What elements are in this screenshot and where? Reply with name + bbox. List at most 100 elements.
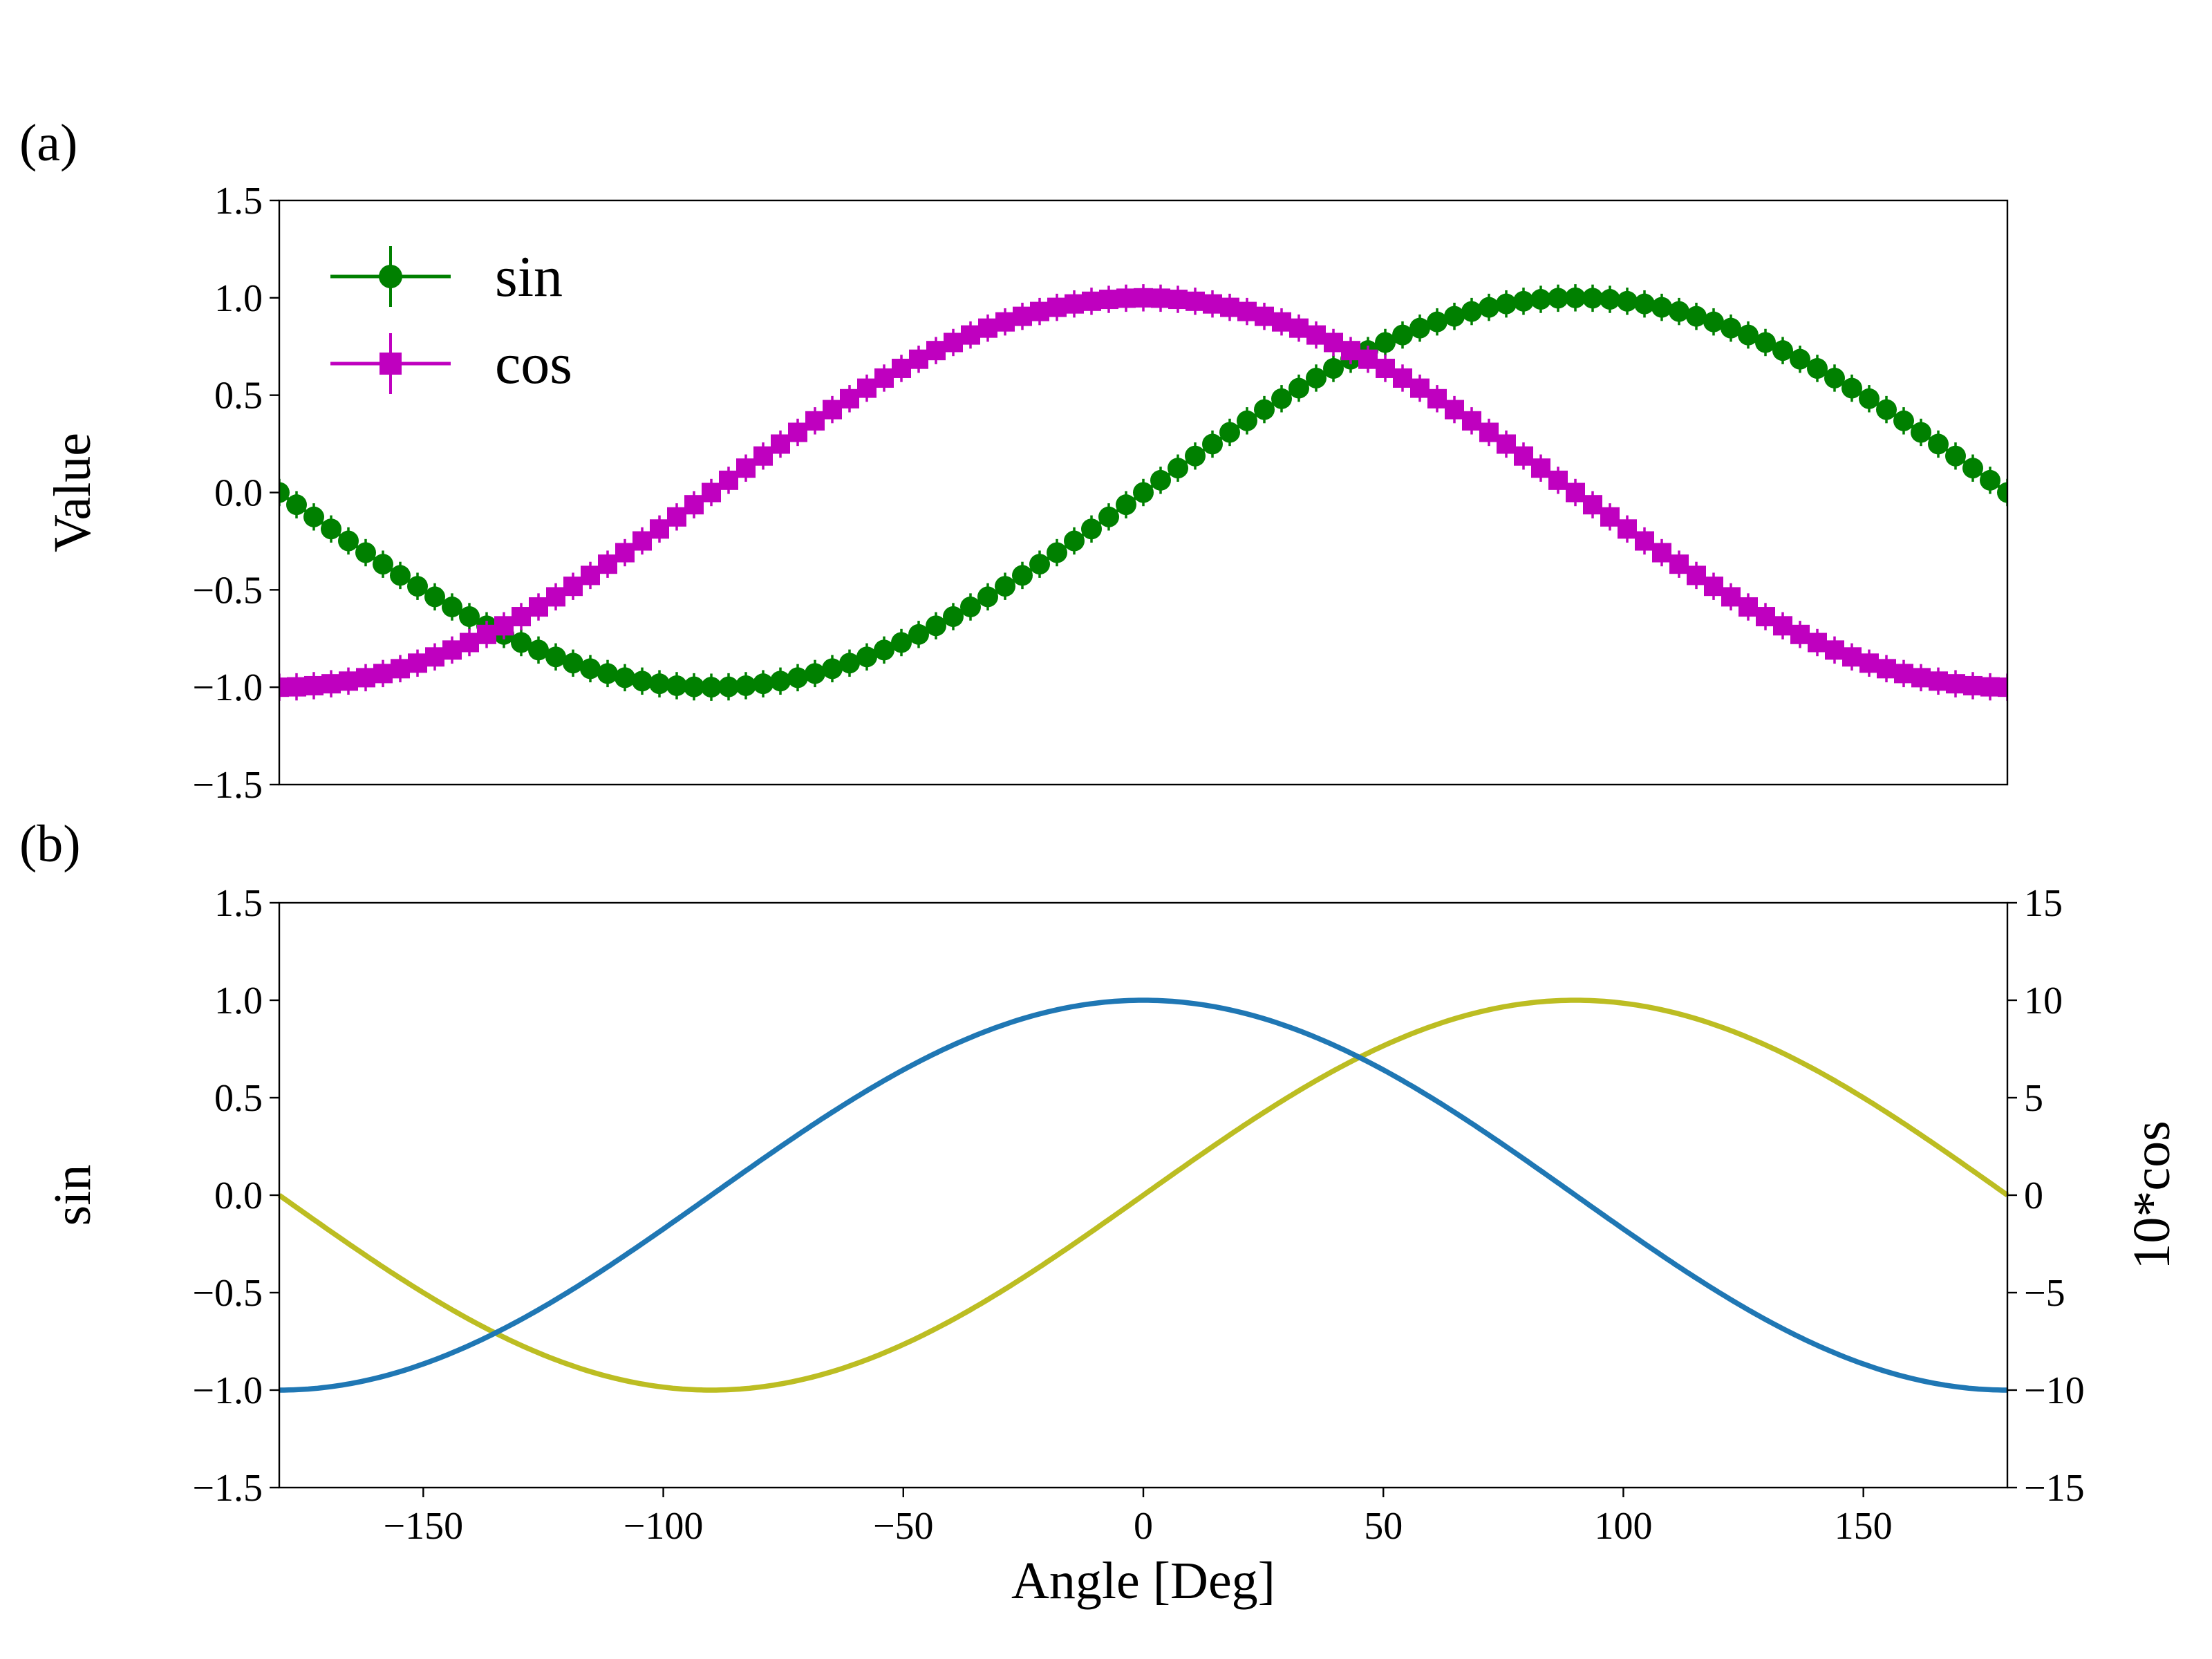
- marker-cos: [1756, 607, 1775, 627]
- marker-sin: [1288, 377, 1309, 399]
- marker-sin: [874, 639, 894, 661]
- marker-sin: [839, 653, 860, 674]
- marker-cos: [1548, 470, 1568, 490]
- panel-b-ytick-label: −1.0: [192, 1369, 263, 1412]
- marker-cos: [1462, 411, 1481, 431]
- marker-cos: [1427, 388, 1447, 409]
- marker-cos: [1877, 659, 1896, 679]
- marker-cos: [279, 677, 289, 697]
- marker-cos: [1324, 332, 1343, 353]
- marker-sin: [1651, 297, 1672, 318]
- marker-sin: [1893, 410, 1914, 431]
- marker-cos: [1704, 577, 1723, 597]
- marker-cos: [1082, 291, 1101, 311]
- panel-a-ytick-label: −1.0: [192, 666, 263, 709]
- marker-sin: [1461, 301, 1482, 322]
- panel-b-ytick-label: 0.5: [214, 1077, 263, 1120]
- panel-b-ylabel: sin: [44, 1165, 102, 1226]
- marker-cos: [1151, 288, 1170, 308]
- panel-b-y2tick-label: −15: [2024, 1467, 2085, 1510]
- marker-sin: [1116, 494, 1136, 516]
- marker-sin: [1755, 332, 1776, 353]
- marker-sin: [303, 506, 324, 527]
- marker-sin: [442, 597, 462, 618]
- marker-sin: [805, 663, 825, 684]
- marker-sin: [390, 565, 411, 586]
- marker-cos: [1220, 297, 1239, 317]
- marker-sin: [1375, 332, 1396, 353]
- panel-b-ytick-label: 1.5: [214, 882, 263, 925]
- marker-cos: [1842, 647, 1862, 667]
- marker-cos: [840, 388, 859, 409]
- marker-cos: [892, 358, 911, 378]
- panel-b-y2label: 10*cos: [2123, 1121, 2181, 1269]
- marker-sin: [1444, 306, 1465, 327]
- marker-sin: [1168, 458, 1188, 479]
- marker-cos: [1289, 318, 1309, 338]
- marker-sin: [1772, 340, 1793, 362]
- marker-sin: [1945, 445, 1966, 467]
- marker-cos: [632, 531, 652, 551]
- marker-cos: [494, 616, 514, 636]
- panel-a-ytick-label: 0.5: [214, 375, 263, 418]
- marker-sin: [995, 576, 1015, 597]
- panel-b-xtick-label: 100: [1594, 1505, 1652, 1548]
- marker-cos: [1099, 290, 1118, 310]
- marker-sin: [1565, 287, 1586, 308]
- marker-sin: [355, 542, 376, 563]
- marker-cos: [356, 668, 375, 688]
- marker-cos: [529, 597, 548, 617]
- marker-cos: [1963, 675, 1983, 695]
- marker-sin: [1185, 445, 1206, 467]
- marker-sin: [1859, 388, 1880, 409]
- panel-b-y2tick-label: −5: [2024, 1272, 2065, 1315]
- panel-b-ytick-label: 0.0: [214, 1174, 263, 1217]
- marker-cos: [823, 400, 842, 420]
- marker-sin: [1081, 518, 1102, 540]
- marker-sin: [1047, 542, 1067, 563]
- marker-cos: [771, 434, 790, 454]
- marker-sin: [1790, 348, 1810, 370]
- marker-sin: [1254, 399, 1275, 420]
- marker-cos: [1635, 531, 1654, 551]
- marker-sin: [511, 632, 532, 653]
- marker-cos: [1013, 306, 1032, 326]
- marker-sin: [1876, 399, 1897, 420]
- marker-cos: [1980, 677, 2000, 697]
- marker-sin: [1962, 458, 1983, 479]
- marker-cos: [1911, 668, 1931, 688]
- marker-sin: [701, 677, 722, 698]
- marker-sin: [770, 671, 791, 692]
- marker-cos: [1185, 291, 1205, 311]
- marker-sin: [787, 667, 808, 688]
- series-sin: [279, 284, 2007, 701]
- marker-sin: [943, 606, 964, 628]
- marker-sin: [597, 663, 618, 684]
- marker-cos: [909, 349, 928, 369]
- marker-cos: [1600, 507, 1620, 527]
- marker-sin: [1392, 324, 1413, 346]
- marker-cos: [546, 587, 565, 607]
- panel-a-data-area: [279, 284, 2007, 701]
- marker-cos: [1272, 312, 1291, 332]
- marker-sin: [1807, 357, 1828, 379]
- panel-a-ytick-label: −0.5: [192, 569, 263, 612]
- marker-sin: [279, 482, 290, 503]
- marker-cos: [1410, 378, 1430, 398]
- marker-sin: [1409, 317, 1430, 339]
- marker-sin: [1738, 324, 1759, 346]
- marker-sin: [753, 673, 774, 695]
- marker-sin: [286, 494, 307, 516]
- marker-sin: [407, 576, 428, 597]
- marker-cos: [1047, 297, 1067, 317]
- marker-cos: [408, 653, 427, 673]
- marker-cos: [1497, 434, 1516, 454]
- panel-a-ytick-label: 1.0: [214, 277, 263, 320]
- marker-cos: [1393, 368, 1412, 388]
- marker-cos: [1116, 288, 1136, 308]
- marker-cos: [1566, 482, 1585, 503]
- marker-cos: [442, 640, 462, 660]
- marker-sin: [1997, 482, 2007, 503]
- marker-cos: [304, 675, 324, 695]
- marker-sin: [1703, 311, 1724, 332]
